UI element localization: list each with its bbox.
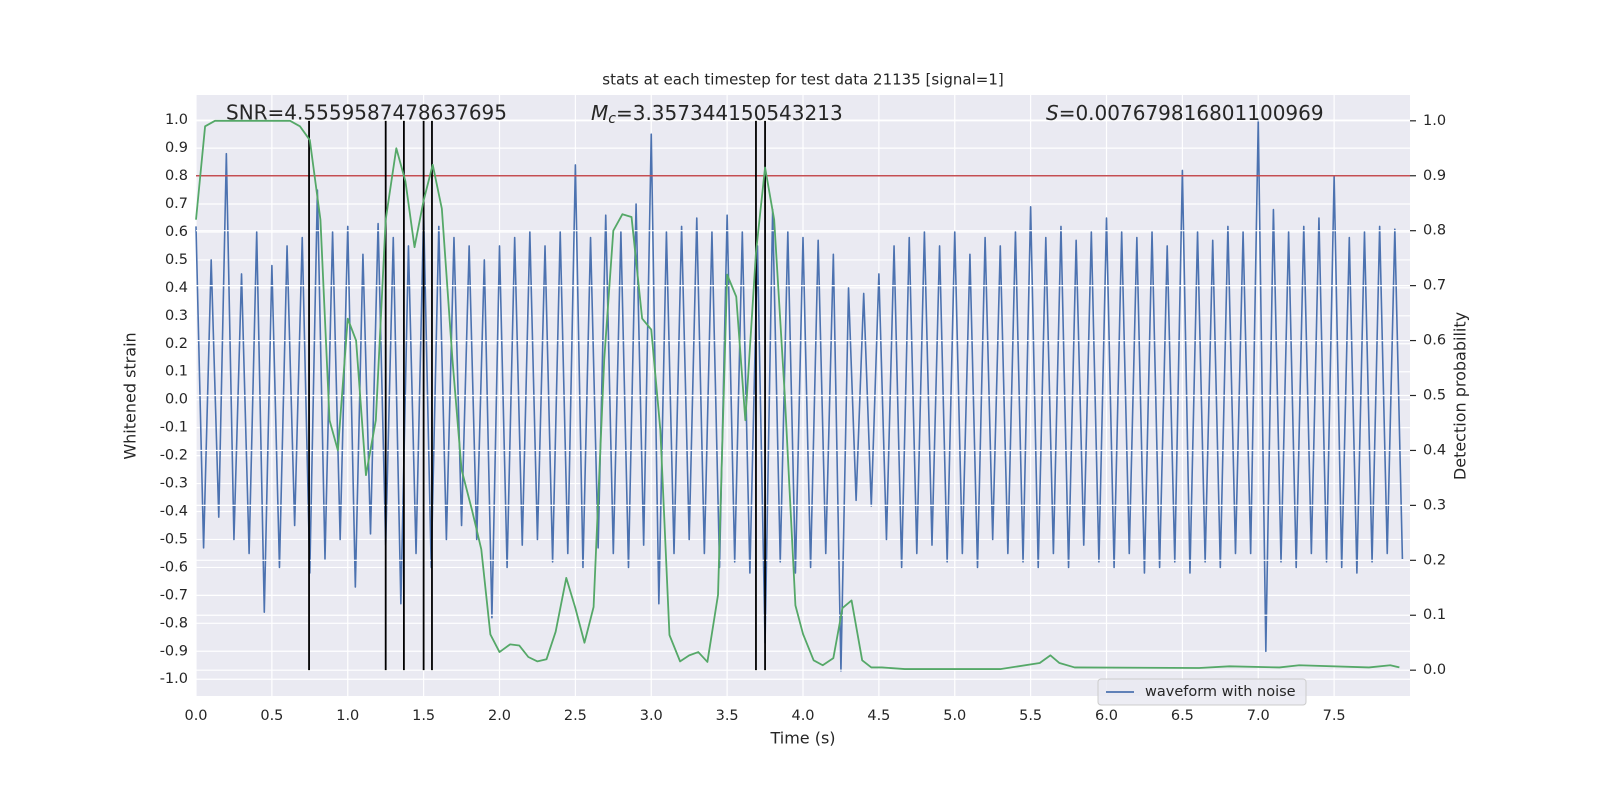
legend-label: waveform with noise (1145, 684, 1296, 700)
y-tick-label: -0.1 (160, 420, 188, 436)
y-axis-label: Whitened strain (121, 332, 140, 459)
waveform-line (195, 119, 1404, 672)
x-tick-label: 3.0 (640, 708, 663, 724)
y-tick-label: -0.2 (160, 448, 188, 464)
x-tick-label: 0.0 (184, 708, 207, 724)
legend-box (1097, 678, 1307, 706)
y-tick-label: 0.6 (165, 224, 188, 240)
y2-tick-label: 0.6 (1423, 333, 1446, 349)
annotation: SNR=4.5559587478637695 (226, 101, 507, 125)
y2-tick-label: 0.2 (1423, 552, 1446, 568)
probability-line (195, 119, 1400, 670)
x-tick-label: 7.5 (1323, 708, 1346, 724)
y-tick-label: 1.0 (165, 112, 188, 128)
annotation-subscript: c (608, 111, 616, 127)
annotation: S=0.007679816801100969 (1046, 101, 1324, 125)
x-tick-label: 6.0 (1095, 708, 1118, 724)
y2-tick-label: 0.8 (1423, 223, 1446, 239)
tick-layer: 0.0 0.5 1.0 1.5 2.0 2.5 3.0 3.5 4.0 4.5 5.0 5.5 6.0 6… (160, 112, 1446, 724)
chart-title: stats at each timestep for test data 211… (602, 71, 1003, 89)
y-tick-label: -0.6 (160, 559, 188, 575)
x-tick-label: 6.5 (1171, 708, 1194, 724)
y-tick-label: 0.2 (165, 336, 188, 352)
y-tick-label: -0.5 (160, 531, 188, 547)
y-tick-label: -0.8 (160, 615, 188, 631)
y-tick-label: 0.0 (165, 392, 188, 408)
y2-tick-label: 0.4 (1423, 442, 1446, 458)
y2-tick-label: 0.9 (1423, 168, 1446, 184)
y2-tick-label: 0.7 (1423, 278, 1446, 294)
y-tick-label: 0.9 (165, 140, 188, 156)
y-tick-label: 0.4 (165, 280, 188, 296)
x-tick-label: 7.0 (1247, 708, 1270, 724)
y2-tick-label: 0.5 (1423, 388, 1446, 404)
y-tick-label: 0.5 (165, 252, 188, 268)
annotation-text: =0.007679816801100969 (1059, 101, 1324, 125)
x-tick-label: 3.5 (716, 708, 739, 724)
x-tick-label: 0.5 (260, 708, 283, 724)
y-tick-label: -0.7 (160, 587, 188, 603)
x-tick-label: 4.0 (791, 708, 814, 724)
annotation: Mc=3.357344150543213 (591, 101, 843, 128)
x-tick-label: 1.5 (412, 708, 435, 724)
y-tick-label: -0.4 (160, 504, 188, 520)
y2-tick-label: 1.0 (1423, 113, 1446, 129)
annotation-text: =3.357344150543213 (616, 101, 843, 125)
x-tick-label: 2.5 (564, 708, 587, 724)
annotation-symbol: S (1046, 101, 1059, 125)
y2-tick-label: 0.0 (1423, 662, 1446, 678)
y2-tick-label: 0.3 (1423, 497, 1446, 513)
y2-axis-label: Detection probability (1451, 312, 1470, 480)
y-tick-label: 0.3 (165, 308, 188, 324)
y2-tick-label: 0.1 (1423, 607, 1446, 623)
y2-layer (195, 119, 1410, 671)
waveform-layer (195, 119, 1404, 672)
x-tick-label: 1.0 (336, 708, 359, 724)
legend: waveform with noise (1097, 678, 1307, 706)
y-tick-label: -0.3 (160, 476, 188, 492)
x-tick-label: 5.0 (943, 708, 966, 724)
y-tick-label: -0.9 (160, 643, 188, 659)
x-tick-label: 5.5 (1019, 708, 1042, 724)
annotation-symbol: M (591, 101, 608, 125)
x-tick-label: 2.0 (488, 708, 511, 724)
x-axis-label: Time (s) (769, 729, 835, 748)
x-tick-label: 4.5 (867, 708, 890, 724)
y-tick-label: 0.7 (165, 196, 188, 212)
y-tick-label: 0.1 (165, 364, 188, 380)
y-tick-label: 0.8 (165, 168, 188, 184)
y-tick-label: -1.0 (160, 671, 188, 687)
